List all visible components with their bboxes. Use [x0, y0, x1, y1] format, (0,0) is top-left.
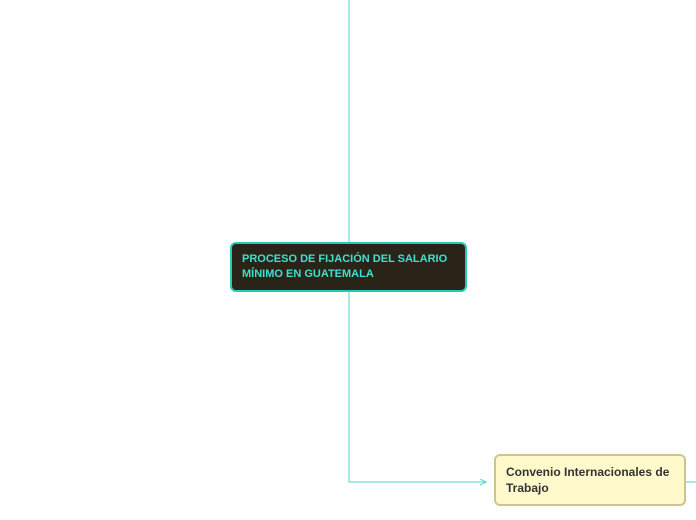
root-node: PROCESO DE FIJACIÓN DEL SALARIO MÍNIMO E… — [230, 242, 467, 292]
child-node-convenio: Convenio Internacionales de Trabajo — [494, 454, 686, 506]
diagram-canvas: { "diagram": { "type": "tree", "backgrou… — [0, 0, 696, 520]
connector-root-child1 — [349, 282, 486, 482]
root-node-label: PROCESO DE FIJACIÓN DEL SALARIO MÍNIMO E… — [242, 253, 447, 280]
child-node-convenio-label: Convenio Internacionales de Trabajo — [506, 465, 669, 495]
